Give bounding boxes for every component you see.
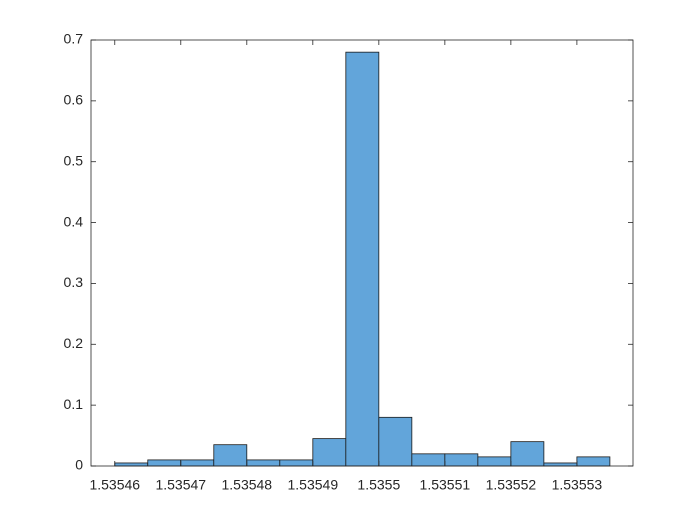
x-tick-label: 1.53547	[155, 477, 206, 493]
x-tick-label: 1.5355	[357, 477, 400, 493]
bar	[477, 456, 512, 467]
bar	[543, 462, 578, 467]
x-tick-label: 1.53549	[288, 477, 339, 493]
x-tick-label: 1.53546	[89, 477, 140, 493]
x-tick-label: 1.53551	[420, 477, 471, 493]
bar	[312, 438, 347, 467]
bar	[510, 441, 545, 467]
bar	[345, 51, 380, 467]
bar	[213, 444, 248, 467]
bar	[180, 459, 215, 467]
y-tick-label: 0.2	[64, 335, 84, 351]
y-tick-label: 0.1	[64, 396, 84, 412]
axes-box	[90, 39, 634, 467]
bar	[378, 416, 413, 467]
bar	[444, 453, 479, 467]
y-tick-label: 0.3	[64, 274, 84, 290]
x-tick-label: 1.53553	[552, 477, 603, 493]
x-tick-label: 1.53552	[486, 477, 537, 493]
y-tick-label: 0.6	[64, 92, 84, 108]
y-tick-label: 0.7	[64, 31, 84, 47]
y-tick-label: 0	[75, 457, 83, 473]
bar	[147, 459, 182, 467]
bar	[114, 462, 149, 467]
bar	[279, 459, 314, 467]
y-tick-label: 0.4	[64, 213, 84, 229]
bar	[246, 459, 281, 467]
y-tick-label: 0.5	[64, 152, 84, 168]
bar	[576, 456, 611, 467]
bar	[411, 453, 446, 467]
x-tick-label: 1.53548	[221, 477, 272, 493]
